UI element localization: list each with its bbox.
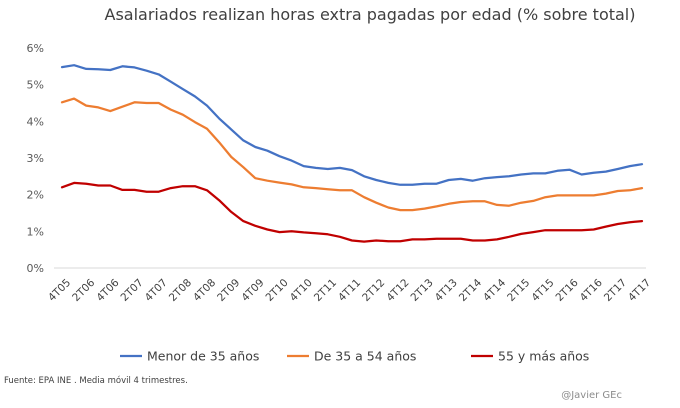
x-tick-label: 2T06 [70,277,97,304]
x-tick-label: 4T12 [384,277,411,304]
x-tick-label: 2T13 [409,277,436,304]
y-tick-label: 5% [27,79,44,92]
x-tick-label: 4T05 [46,277,73,304]
source-note: Fuente: EPA INE . Media móvil 4 trimestr… [4,376,188,386]
y-tick-label: 1% [27,225,44,238]
x-tick-label: 2T09 [215,277,242,304]
x-tick-label: 4T15 [529,277,556,304]
x-tick-label: 4T10 [288,277,315,304]
y-tick-label: 2% [27,189,44,202]
author-credit: @Javier GEc [561,390,622,401]
x-tick-label: 4T07 [143,277,170,304]
x-tick-label: 2T12 [360,277,387,304]
x-tick-label: 2T15 [505,277,532,304]
x-tick-label: 2T11 [312,277,339,304]
y-tick-label: 4% [27,115,44,128]
plot-area [60,64,644,243]
y-tick-label: 0% [27,262,44,275]
x-tick-label: 4T14 [481,277,508,304]
x-tick-label: 4T06 [94,277,121,304]
chart-title: Asalariados realizan horas extra pagadas… [105,5,636,24]
x-tick-label: 4T17 [626,277,653,304]
x-tick-label: 2T08 [167,277,194,304]
series-line-3 [60,181,644,243]
x-tick-label: 4T16 [578,277,605,304]
series-line-2 [60,97,644,212]
y-tick-label: 6% [27,42,44,55]
legend-label-1: Menor de 35 años [147,349,259,364]
x-axis: 4T052T064T062T074T072T084T082T094T092T10… [46,277,653,304]
x-tick-label: 2T07 [119,277,146,304]
x-tick-label: 2T16 [554,277,581,304]
y-tick-label: 3% [27,152,44,165]
x-tick-label: 2T10 [264,277,291,304]
x-tick-label: 2T17 [602,277,629,304]
x-tick-label: 2T14 [457,277,484,304]
x-tick-label: 4T11 [336,277,363,304]
legend: Menor de 35 años De 35 a 54 años 55 y más … [120,349,589,364]
legend-label-2: De 35 a 54 años [314,349,416,364]
legend-label-3: 55 y más años [498,349,589,364]
y-axis: 0% 1% 2% 3% 4% 5% 6% [27,42,44,275]
x-tick-label: 4T09 [239,277,266,304]
x-tick-label: 4T13 [433,277,460,304]
series-line-1 [60,64,644,186]
x-tick-label: 4T08 [191,277,218,304]
